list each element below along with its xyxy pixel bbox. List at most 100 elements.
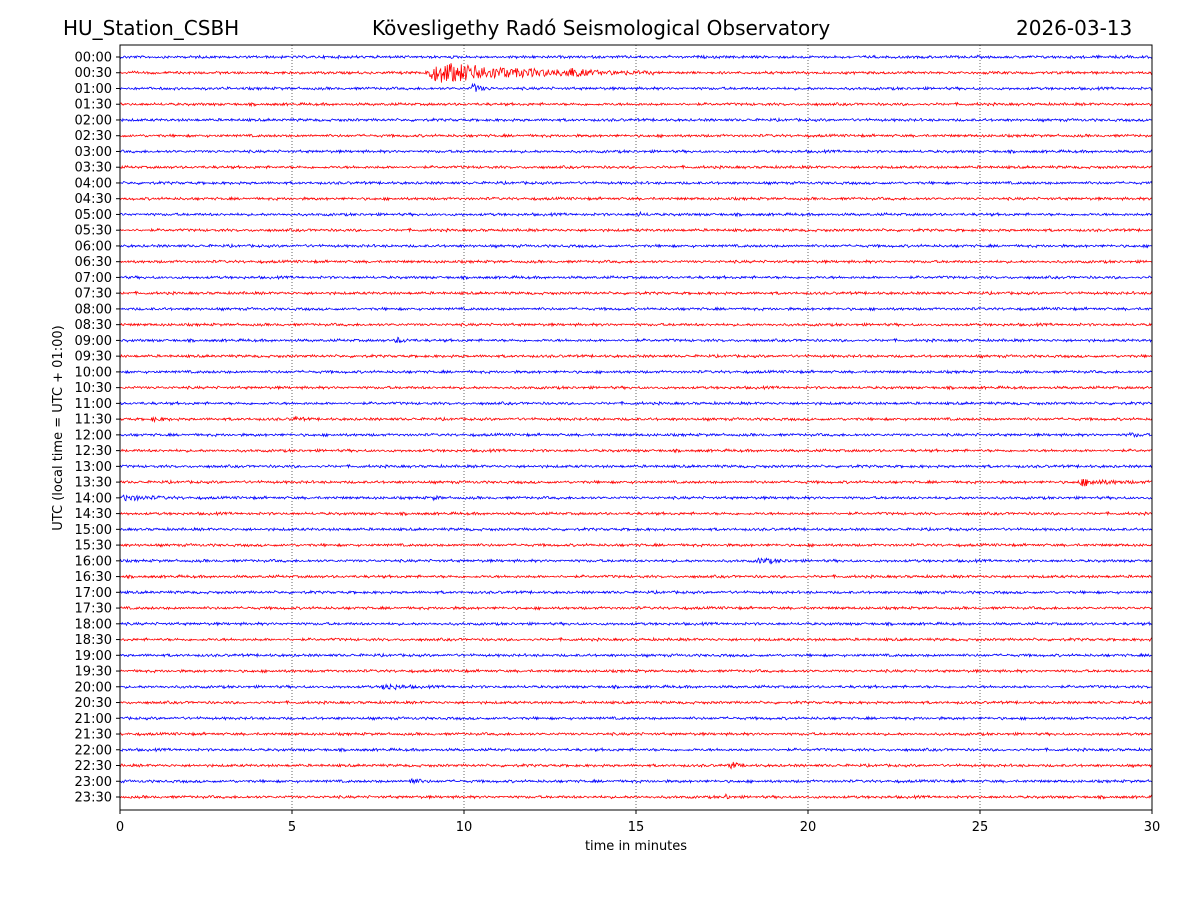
trace-2330 xyxy=(119,793,1153,801)
y-tick-label: 03:30 xyxy=(75,161,112,176)
trace-2300 xyxy=(119,777,1153,785)
y-tick-label: 23:00 xyxy=(75,775,112,790)
trace-1330 xyxy=(119,478,1153,487)
y-tick-label: 17:00 xyxy=(75,586,112,601)
x-tick-label: 10 xyxy=(456,820,473,835)
y-tick-label: 22:00 xyxy=(75,743,112,758)
trace-1930 xyxy=(119,668,1153,674)
y-tick-label: 08:00 xyxy=(75,302,112,317)
trace-1430 xyxy=(119,510,1153,517)
y-tick-label: 02:00 xyxy=(75,113,112,128)
y-axis-label: UTC (local time = UTC + 01:00) xyxy=(51,325,66,530)
trace-2200 xyxy=(119,746,1153,753)
trace-0330 xyxy=(119,164,1153,170)
trace-0400 xyxy=(119,180,1153,186)
chart-title: Kövesligethy Radó Seismological Observat… xyxy=(372,16,831,40)
y-tick-label: 10:30 xyxy=(75,381,112,396)
trace-1700 xyxy=(119,589,1153,596)
trace-0730 xyxy=(119,290,1153,296)
trace-0700 xyxy=(119,274,1153,281)
chart-date: 2026-03-13 xyxy=(1016,16,1133,40)
trace-1100 xyxy=(119,400,1153,407)
x-tick-label: 5 xyxy=(288,820,296,835)
y-tick-label: 16:30 xyxy=(75,570,112,585)
y-tick-label: 11:30 xyxy=(75,413,112,428)
trace-1600 xyxy=(119,557,1153,565)
y-tick-label: 18:00 xyxy=(75,617,112,632)
y-tick-label: 13:30 xyxy=(75,476,112,491)
x-tick-label: 15 xyxy=(628,820,645,835)
y-tick-label: 11:00 xyxy=(75,397,112,412)
y-tick-label: 02:30 xyxy=(75,129,112,144)
x-axis-label: time in minutes xyxy=(585,839,687,854)
y-tick-label: 12:30 xyxy=(75,444,112,459)
trace-0930 xyxy=(119,353,1153,359)
trace-1630 xyxy=(119,573,1153,580)
y-tick-label: 06:00 xyxy=(75,239,112,254)
y-tick-label: 01:00 xyxy=(75,82,112,97)
trace-0500 xyxy=(119,210,1153,218)
y-tick-label: 20:30 xyxy=(75,696,112,711)
trace-2130 xyxy=(119,731,1153,737)
y-tick-label: 15:00 xyxy=(75,523,112,538)
y-tick-label: 19:00 xyxy=(75,649,112,664)
y-tick-label: 14:30 xyxy=(75,507,112,522)
trace-0100 xyxy=(119,82,1153,92)
trace-0430 xyxy=(119,195,1153,202)
y-tick-label: 10:00 xyxy=(75,365,112,380)
y-tick-label: 22:30 xyxy=(75,759,112,774)
y-tick-label: 09:30 xyxy=(75,350,112,365)
trace-1900 xyxy=(119,652,1153,658)
y-tick-label: 18:30 xyxy=(75,633,112,648)
y-tick-label: 20:00 xyxy=(75,680,112,695)
trace-0000 xyxy=(119,54,1153,60)
y-tick-label: 09:00 xyxy=(75,334,112,349)
x-tick-label: 30 xyxy=(1144,820,1161,835)
y-tick-label: 08:30 xyxy=(75,318,112,333)
trace-1400 xyxy=(119,494,1153,502)
trace-0600 xyxy=(119,242,1153,249)
trace-1030 xyxy=(119,384,1153,391)
y-tick-label: 04:00 xyxy=(75,176,112,191)
plot-frame xyxy=(119,44,1153,811)
y-tick-label: 21:30 xyxy=(75,728,112,743)
x-tick-label: 25 xyxy=(972,820,989,835)
trace-1200 xyxy=(119,431,1153,438)
trace-2030 xyxy=(119,699,1153,706)
y-tick-label: 04:30 xyxy=(75,192,112,207)
y-tick-label: 23:30 xyxy=(75,791,112,806)
trace-1300 xyxy=(119,463,1153,469)
trace-1530 xyxy=(119,542,1153,548)
trace-0800 xyxy=(119,306,1153,312)
station-name: HU_Station_CSBH xyxy=(63,16,240,40)
trace-2230 xyxy=(119,761,1153,770)
y-tick-label: 05:30 xyxy=(75,224,112,239)
x-tick-label: 0 xyxy=(116,820,124,835)
y-tick-label: 01:30 xyxy=(75,98,112,113)
trace-0530 xyxy=(119,227,1153,233)
y-tick-label: 05:00 xyxy=(75,208,112,223)
y-tick-label: 07:00 xyxy=(75,271,112,286)
trace-1800 xyxy=(119,621,1153,627)
y-tick-label: 14:00 xyxy=(75,491,112,506)
y-tick-label: 00:00 xyxy=(75,51,112,66)
trace-0230 xyxy=(119,132,1153,139)
trace-0200 xyxy=(119,116,1153,123)
y-tick-label: 07:30 xyxy=(75,287,112,302)
trace-0130 xyxy=(119,101,1153,108)
trace-1000 xyxy=(119,369,1153,375)
trace-0030 xyxy=(119,63,1153,83)
y-tick-label: 03:00 xyxy=(75,145,112,160)
trace-1830 xyxy=(119,636,1153,643)
trace-1230 xyxy=(119,447,1153,454)
y-tick-label: 12:00 xyxy=(75,428,112,443)
trace-1500 xyxy=(119,526,1153,532)
trace-0900 xyxy=(119,336,1153,344)
y-tick-label: 00:30 xyxy=(75,66,112,81)
trace-2100 xyxy=(119,715,1153,721)
x-tick-label: 20 xyxy=(800,820,817,835)
trace-1130 xyxy=(119,415,1153,424)
trace-0830 xyxy=(119,321,1153,328)
y-tick-label: 06:30 xyxy=(75,255,112,270)
